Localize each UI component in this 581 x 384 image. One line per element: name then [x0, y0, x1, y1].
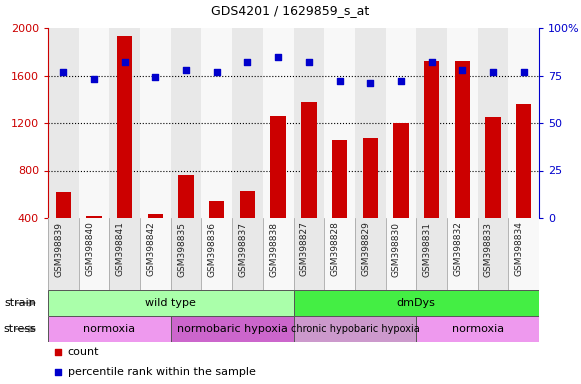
Bar — [263, 28, 293, 218]
Point — [89, 76, 99, 83]
Bar — [48, 290, 293, 316]
Point — [304, 59, 314, 65]
Bar — [148, 214, 163, 218]
Bar — [202, 28, 232, 218]
Bar — [386, 28, 416, 218]
Text: normoxia: normoxia — [83, 324, 135, 334]
Text: strain: strain — [5, 298, 37, 308]
Text: GSM398827: GSM398827 — [300, 222, 309, 276]
Bar — [48, 218, 78, 290]
Bar — [393, 123, 408, 218]
Text: GSM398835: GSM398835 — [177, 222, 186, 276]
Point — [53, 349, 63, 355]
Bar — [209, 201, 224, 218]
Bar — [240, 191, 255, 218]
Text: stress: stress — [3, 324, 37, 334]
Bar — [48, 28, 78, 218]
Bar — [109, 218, 140, 290]
Bar — [508, 218, 539, 290]
Point — [212, 69, 221, 75]
Bar — [293, 316, 416, 342]
Bar — [478, 28, 508, 218]
Bar — [293, 218, 324, 290]
Point — [488, 69, 497, 75]
Bar — [293, 28, 324, 218]
Bar — [324, 218, 355, 290]
Point — [396, 78, 406, 84]
Text: dmDys: dmDys — [397, 298, 436, 308]
Bar — [78, 28, 109, 218]
Bar — [171, 28, 202, 218]
Bar — [178, 175, 194, 218]
Bar — [454, 61, 470, 218]
Text: GSM398829: GSM398829 — [361, 222, 370, 276]
Bar — [263, 218, 293, 290]
Text: GSM398830: GSM398830 — [392, 222, 401, 276]
Bar — [424, 61, 439, 218]
Text: GSM398841: GSM398841 — [116, 222, 125, 276]
Point — [458, 67, 467, 73]
Bar — [202, 218, 232, 290]
Text: count: count — [67, 347, 99, 357]
Bar — [447, 218, 478, 290]
Point — [150, 74, 160, 81]
Point — [274, 53, 283, 60]
Text: percentile rank within the sample: percentile rank within the sample — [67, 367, 256, 377]
Point — [519, 69, 528, 75]
Bar — [48, 316, 171, 342]
Bar — [416, 316, 539, 342]
Bar — [87, 216, 102, 218]
Text: wild type: wild type — [145, 298, 196, 308]
Bar — [78, 218, 109, 290]
Point — [120, 59, 130, 65]
Bar — [485, 117, 501, 218]
Bar — [232, 28, 263, 218]
Bar — [171, 218, 202, 290]
Bar — [140, 218, 171, 290]
Bar — [301, 102, 317, 218]
Text: GDS4201 / 1629859_s_at: GDS4201 / 1629859_s_at — [211, 4, 370, 17]
Text: normoxia: normoxia — [451, 324, 504, 334]
Bar — [140, 28, 171, 218]
Bar — [271, 116, 286, 218]
Bar — [516, 104, 532, 218]
Point — [243, 59, 252, 65]
Text: chronic hypobaric hypoxia: chronic hypobaric hypoxia — [290, 324, 419, 334]
Point — [427, 59, 436, 65]
Text: GSM398837: GSM398837 — [238, 222, 248, 276]
Point — [365, 80, 375, 86]
Bar — [293, 290, 539, 316]
Text: GSM398840: GSM398840 — [85, 222, 94, 276]
Text: GSM398833: GSM398833 — [484, 222, 493, 276]
Point — [53, 369, 63, 375]
Text: normobaric hypoxia: normobaric hypoxia — [177, 324, 288, 334]
Text: GSM398831: GSM398831 — [422, 222, 432, 276]
Bar — [355, 218, 386, 290]
Bar — [171, 316, 293, 342]
Bar — [363, 139, 378, 218]
Bar — [416, 218, 447, 290]
Point — [59, 69, 68, 75]
Bar — [109, 28, 140, 218]
Bar — [447, 28, 478, 218]
Text: GSM398828: GSM398828 — [331, 222, 339, 276]
Text: GSM398832: GSM398832 — [453, 222, 462, 276]
Bar — [324, 28, 355, 218]
Bar — [232, 218, 263, 290]
Bar — [355, 28, 386, 218]
Bar — [332, 140, 347, 218]
Text: GSM398839: GSM398839 — [55, 222, 63, 276]
Bar — [416, 28, 447, 218]
Text: GSM398842: GSM398842 — [146, 222, 155, 276]
Text: GSM398836: GSM398836 — [208, 222, 217, 276]
Text: GSM398834: GSM398834 — [515, 222, 523, 276]
Text: GSM398838: GSM398838 — [269, 222, 278, 276]
Point — [335, 78, 344, 84]
Bar — [508, 28, 539, 218]
Bar — [117, 36, 132, 218]
Bar — [386, 218, 416, 290]
Point — [181, 67, 191, 73]
Bar — [56, 192, 71, 218]
Bar — [478, 218, 508, 290]
